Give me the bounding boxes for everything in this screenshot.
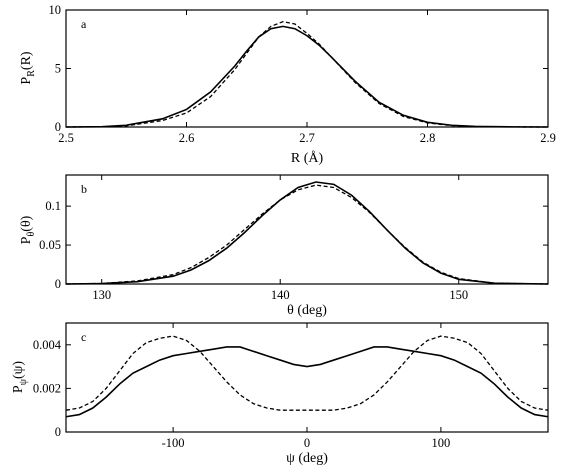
y-axis-title-sub: R xyxy=(26,70,37,77)
x-tick-label: 2.8 xyxy=(420,131,436,145)
y-axis-title-sub: ψ xyxy=(18,378,29,385)
panel-letter: a xyxy=(81,17,87,31)
y-tick-label: 0.002 xyxy=(33,381,61,395)
panel-b: 130 140 150 0 0.05 0.1 b θ (deg) Pθ(θ) xyxy=(19,174,549,318)
y-axis-title-main: P xyxy=(11,385,26,393)
x-tick-label: 2.6 xyxy=(179,131,195,145)
y-axis-title: PR(R) xyxy=(19,51,37,84)
y-tick-label: 0.004 xyxy=(33,338,62,352)
y-axis-title-main: P xyxy=(19,77,34,85)
x-tick-label: 130 xyxy=(92,288,111,302)
y-tick-label: 0.1 xyxy=(45,199,61,213)
series-line-dashed xyxy=(65,184,549,285)
x-tick-label: 100 xyxy=(432,436,451,450)
y-axis-title-main: P xyxy=(19,236,34,244)
series-line-solid xyxy=(65,25,549,128)
y-axis-title-tail: (R) xyxy=(19,51,34,70)
x-tick-label: 2.7 xyxy=(299,131,315,145)
y-axis-title-sub: θ xyxy=(26,232,37,237)
panel-letter: c xyxy=(81,330,86,344)
y-tick-label: 0.05 xyxy=(39,238,61,252)
y-axis-title-tail: (ψ) xyxy=(11,361,26,379)
y-axis-title: Pθ(θ) xyxy=(19,215,37,244)
x-tick-label: 150 xyxy=(449,288,468,302)
x-tick-label: -100 xyxy=(162,436,185,450)
x-axis-title: ψ (deg) xyxy=(286,451,328,466)
y-tick-label: 5 xyxy=(55,62,61,76)
series-line-dashed xyxy=(65,21,549,128)
panel-c: -100 0 100 0 0.002 0.004 c ψ (deg) Pψ(ψ) xyxy=(11,322,549,466)
x-tick-label: 2.9 xyxy=(540,131,556,145)
y-axis-title: Pψ(ψ) xyxy=(11,361,29,393)
panel-letter: b xyxy=(81,182,87,196)
x-axis-title: R (Å) xyxy=(291,150,324,166)
y-tick-label: 0 xyxy=(55,277,61,291)
x-tick-label: 2.5 xyxy=(58,131,74,145)
plot-frame xyxy=(65,322,549,433)
y-tick-label: 10 xyxy=(49,3,62,17)
plot-frame xyxy=(65,9,549,128)
x-tick-label: 0 xyxy=(304,436,310,450)
series-line-solid xyxy=(65,181,549,285)
x-axis-title: θ (deg) xyxy=(287,303,327,318)
x-tick-label: 140 xyxy=(271,288,290,302)
y-tick-label: 0 xyxy=(55,425,61,439)
series-line-dashed xyxy=(65,335,549,411)
y-tick-label: 0 xyxy=(55,120,61,134)
plot-frame xyxy=(65,174,549,285)
series-line-solid xyxy=(65,346,549,418)
y-axis-title-tail: (θ) xyxy=(19,215,34,231)
panel-a: 2.5 2.6 2.7 2.8 2.9 0 5 10 a R (Å) PR(R) xyxy=(19,3,556,166)
